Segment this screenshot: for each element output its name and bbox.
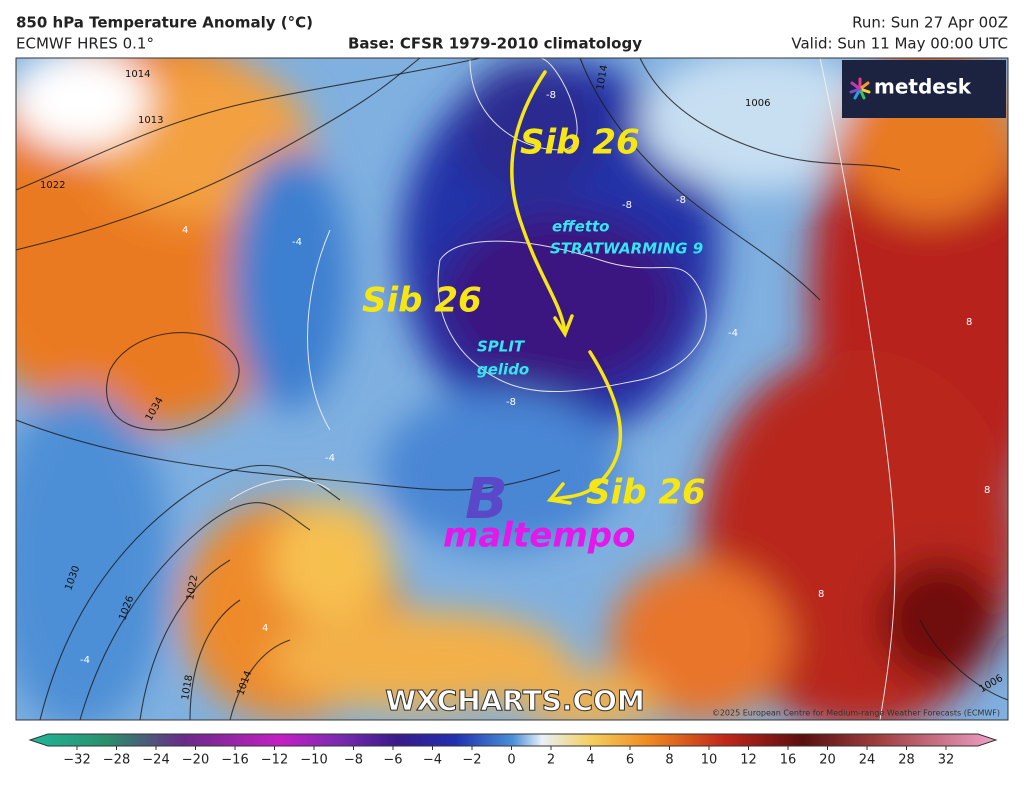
isobar-label: 1014 (125, 69, 150, 80)
annotation: SPLIT (477, 338, 526, 356)
colorbar-label: −10 (300, 753, 327, 768)
model: ECMWF HRES 0.1° (16, 35, 154, 53)
colorbar-label: 16 (780, 753, 797, 768)
colorbar-label: 8 (665, 753, 673, 768)
valid: Valid: Sun 11 May 00:00 UTC (791, 35, 1008, 53)
colorbar-label: 20 (819, 753, 836, 768)
anomaly-label: 8 (966, 317, 972, 328)
colorbar-label: −16 (221, 753, 248, 768)
isobar-label: 1006 (745, 98, 770, 109)
annotation: Sib 26 (586, 473, 706, 513)
annotation: effetto (552, 218, 609, 236)
anomaly-label: 4 (262, 623, 268, 634)
isobar-label: 1014 (595, 64, 610, 91)
colorbar-label: 28 (898, 753, 915, 768)
colorbar-label: −8 (344, 753, 363, 768)
anomaly-label: -4 (292, 237, 302, 248)
isobar-label: 1013 (138, 115, 163, 126)
base: Base: CFSR 1979-2010 climatology (348, 35, 642, 53)
isobar-label: 1022 (185, 574, 200, 601)
colorbar-label: −20 (182, 753, 209, 768)
anomaly-label: -4 (80, 655, 90, 666)
colorbar-label: −2 (462, 753, 481, 768)
copyright: ©2025 European Centre for Medium-range W… (712, 709, 1000, 718)
logo-text: metdesk (874, 75, 972, 99)
colorbar-label: 12 (740, 753, 757, 768)
colorbar-label: −24 (142, 753, 169, 768)
colorbar-bar (28, 733, 998, 747)
colorbar-label: −6 (383, 753, 402, 768)
anomaly-label: -8 (676, 195, 686, 206)
annotation: Sib 26 (362, 281, 482, 321)
anomaly-label: -4 (728, 328, 738, 339)
colorbar-label: −12 (261, 753, 288, 768)
title: 850 hPa Temperature Anomaly (°C) (16, 14, 313, 32)
anomaly-label: -4 (325, 453, 335, 464)
map-frame (15, 57, 1009, 721)
isobar-label: 1018 (180, 674, 195, 701)
colorbar-label: 32 (938, 753, 955, 768)
annotation: maltempo (443, 516, 635, 556)
colorbar-label: −32 (63, 753, 90, 768)
arrows (510, 70, 623, 505)
anomaly-label: 8 (984, 485, 990, 496)
logo: metdesk (842, 60, 1006, 118)
anomaly-label: -8 (506, 397, 516, 408)
anomaly-label: -8 (546, 90, 556, 101)
colorbar-label: 0 (507, 753, 515, 768)
isobar-label: 1022 (40, 180, 65, 191)
colorbar-label: 6 (626, 753, 634, 768)
watermark: WXCHARTS.COM (385, 684, 645, 717)
colorbar-label: 2 (547, 753, 555, 768)
low-marker: B (465, 467, 508, 532)
colorbar-label: −4 (423, 753, 442, 768)
map: 1014 1013 1022 1034 1030 1026 1022 1018 … (16, 58, 1008, 720)
colorbar: −32 −28 −24 −20 −16 −12 −10 −8 −6 −4 −2 0 2 4 6 8 10 12 16… (28, 733, 998, 768)
run: Run: Sun 27 Apr 00Z (852, 14, 1008, 32)
anomaly-label: -8 (622, 200, 632, 211)
colorbar-label: −28 (103, 753, 130, 768)
annotation: gelido (477, 361, 529, 379)
anomaly-label: 4 (182, 225, 188, 236)
annotation: Sib 26 (520, 123, 640, 163)
colorbar-label: 10 (701, 753, 718, 768)
colorbar-label: 24 (859, 753, 876, 768)
colorbar-label: 4 (586, 753, 594, 768)
anomaly-label: 8 (818, 589, 824, 600)
annotation: STRATWARMING 9 (550, 240, 703, 258)
